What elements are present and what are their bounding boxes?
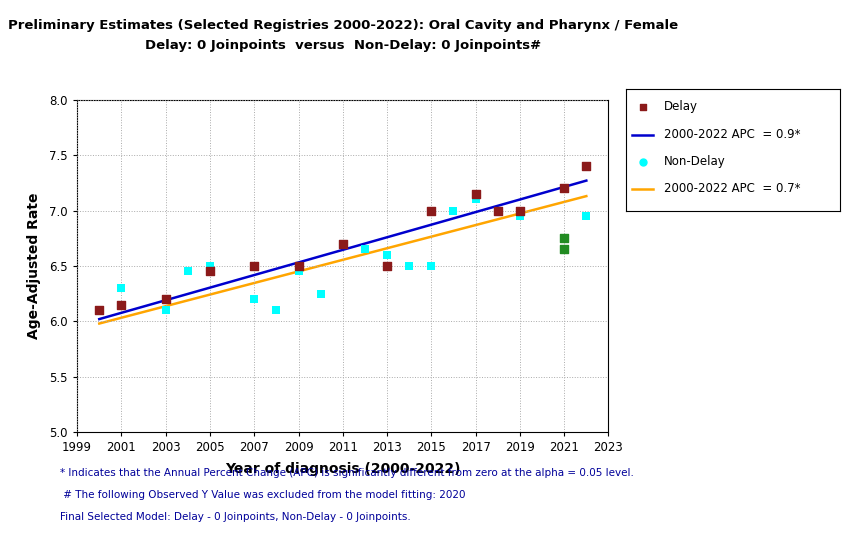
Point xyxy=(269,306,283,315)
Text: Preliminary Estimates (Selected Registries 2000-2022): Oral Cavity and Pharynx /: Preliminary Estimates (Selected Registri… xyxy=(8,19,678,32)
Point xyxy=(93,306,106,315)
Point xyxy=(115,284,129,293)
Point xyxy=(159,295,172,304)
Point xyxy=(291,267,305,276)
Point xyxy=(469,195,482,204)
Text: Delay: Delay xyxy=(664,100,698,114)
Text: Final Selected Model: Delay - 0 Joinpoints, Non-Delay - 0 Joinpoints.: Final Selected Model: Delay - 0 Joinpoin… xyxy=(60,512,411,522)
Point xyxy=(424,206,438,215)
Point xyxy=(446,206,460,215)
Point xyxy=(358,245,372,254)
Point xyxy=(636,157,650,166)
Text: Non-Delay: Non-Delay xyxy=(664,155,726,168)
Point xyxy=(93,306,106,315)
Text: # The following Observed Y Value was excluded from the model fitting: 2020: # The following Observed Y Value was exc… xyxy=(60,490,465,500)
Text: 2000-2022 APC  = 0.7*: 2000-2022 APC = 0.7* xyxy=(664,182,800,195)
Point xyxy=(248,261,261,270)
Y-axis label: Age-Adjusted Rate: Age-Adjusted Rate xyxy=(27,193,41,339)
Point xyxy=(336,239,350,248)
Point xyxy=(314,289,327,298)
Point xyxy=(557,245,571,254)
Point xyxy=(115,300,129,309)
Point xyxy=(491,206,505,215)
Point xyxy=(381,250,394,259)
Point xyxy=(402,261,416,270)
Point xyxy=(513,206,527,215)
Text: Delay: 0 Joinpoints  versus  Non-Delay: 0 Joinpoints#: Delay: 0 Joinpoints versus Non-Delay: 0 … xyxy=(145,39,541,52)
Point xyxy=(159,306,172,315)
Point xyxy=(513,212,527,220)
Point xyxy=(181,267,195,276)
Point xyxy=(336,239,350,248)
X-axis label: Year of diagnosis (2000-2022): Year of diagnosis (2000-2022) xyxy=(225,463,460,476)
Point xyxy=(291,261,305,270)
Point xyxy=(203,267,217,276)
Point xyxy=(557,184,571,193)
Point xyxy=(381,261,394,270)
Point xyxy=(557,234,571,243)
Point xyxy=(579,162,593,171)
Point xyxy=(636,102,650,111)
Point xyxy=(491,206,505,215)
Point xyxy=(579,212,593,220)
Text: 2000-2022 APC  = 0.9*: 2000-2022 APC = 0.9* xyxy=(664,129,800,141)
Text: * Indicates that the Annual Percent Change (APC) is significantly different from: * Indicates that the Annual Percent Chan… xyxy=(60,468,634,478)
Point xyxy=(248,295,261,304)
Point xyxy=(424,261,438,270)
Point xyxy=(469,189,482,198)
Point xyxy=(203,261,217,270)
